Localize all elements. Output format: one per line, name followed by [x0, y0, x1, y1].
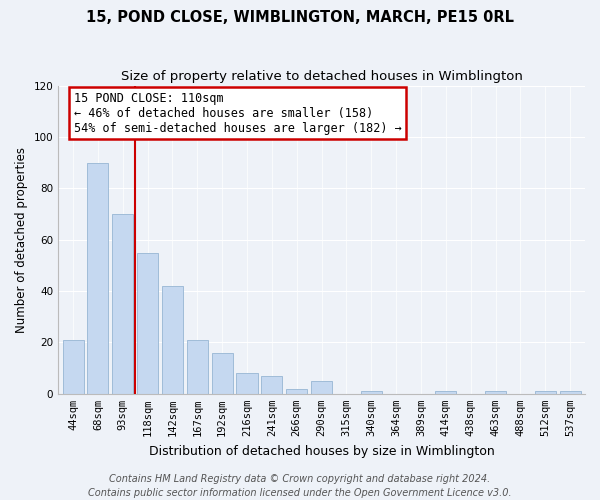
Text: 15 POND CLOSE: 110sqm
← 46% of detached houses are smaller (158)
54% of semi-det: 15 POND CLOSE: 110sqm ← 46% of detached …	[74, 92, 402, 134]
Bar	[162, 286, 183, 394]
Bar	[560, 391, 581, 394]
Bar	[311, 381, 332, 394]
Bar	[62, 340, 83, 394]
X-axis label: Distribution of detached houses by size in Wimblington: Distribution of detached houses by size …	[149, 444, 494, 458]
Title: Size of property relative to detached houses in Wimblington: Size of property relative to detached ho…	[121, 70, 523, 83]
Y-axis label: Number of detached properties: Number of detached properties	[15, 146, 28, 332]
Bar	[286, 388, 307, 394]
Bar	[137, 252, 158, 394]
Bar	[435, 391, 457, 394]
Text: Contains HM Land Registry data © Crown copyright and database right 2024.
Contai: Contains HM Land Registry data © Crown c…	[88, 474, 512, 498]
Bar	[485, 391, 506, 394]
Bar	[187, 340, 208, 394]
Text: 15, POND CLOSE, WIMBLINGTON, MARCH, PE15 0RL: 15, POND CLOSE, WIMBLINGTON, MARCH, PE15…	[86, 10, 514, 25]
Bar	[361, 391, 382, 394]
Bar	[88, 162, 109, 394]
Bar	[262, 376, 283, 394]
Bar	[212, 352, 233, 394]
Bar	[112, 214, 133, 394]
Bar	[236, 374, 257, 394]
Bar	[535, 391, 556, 394]
